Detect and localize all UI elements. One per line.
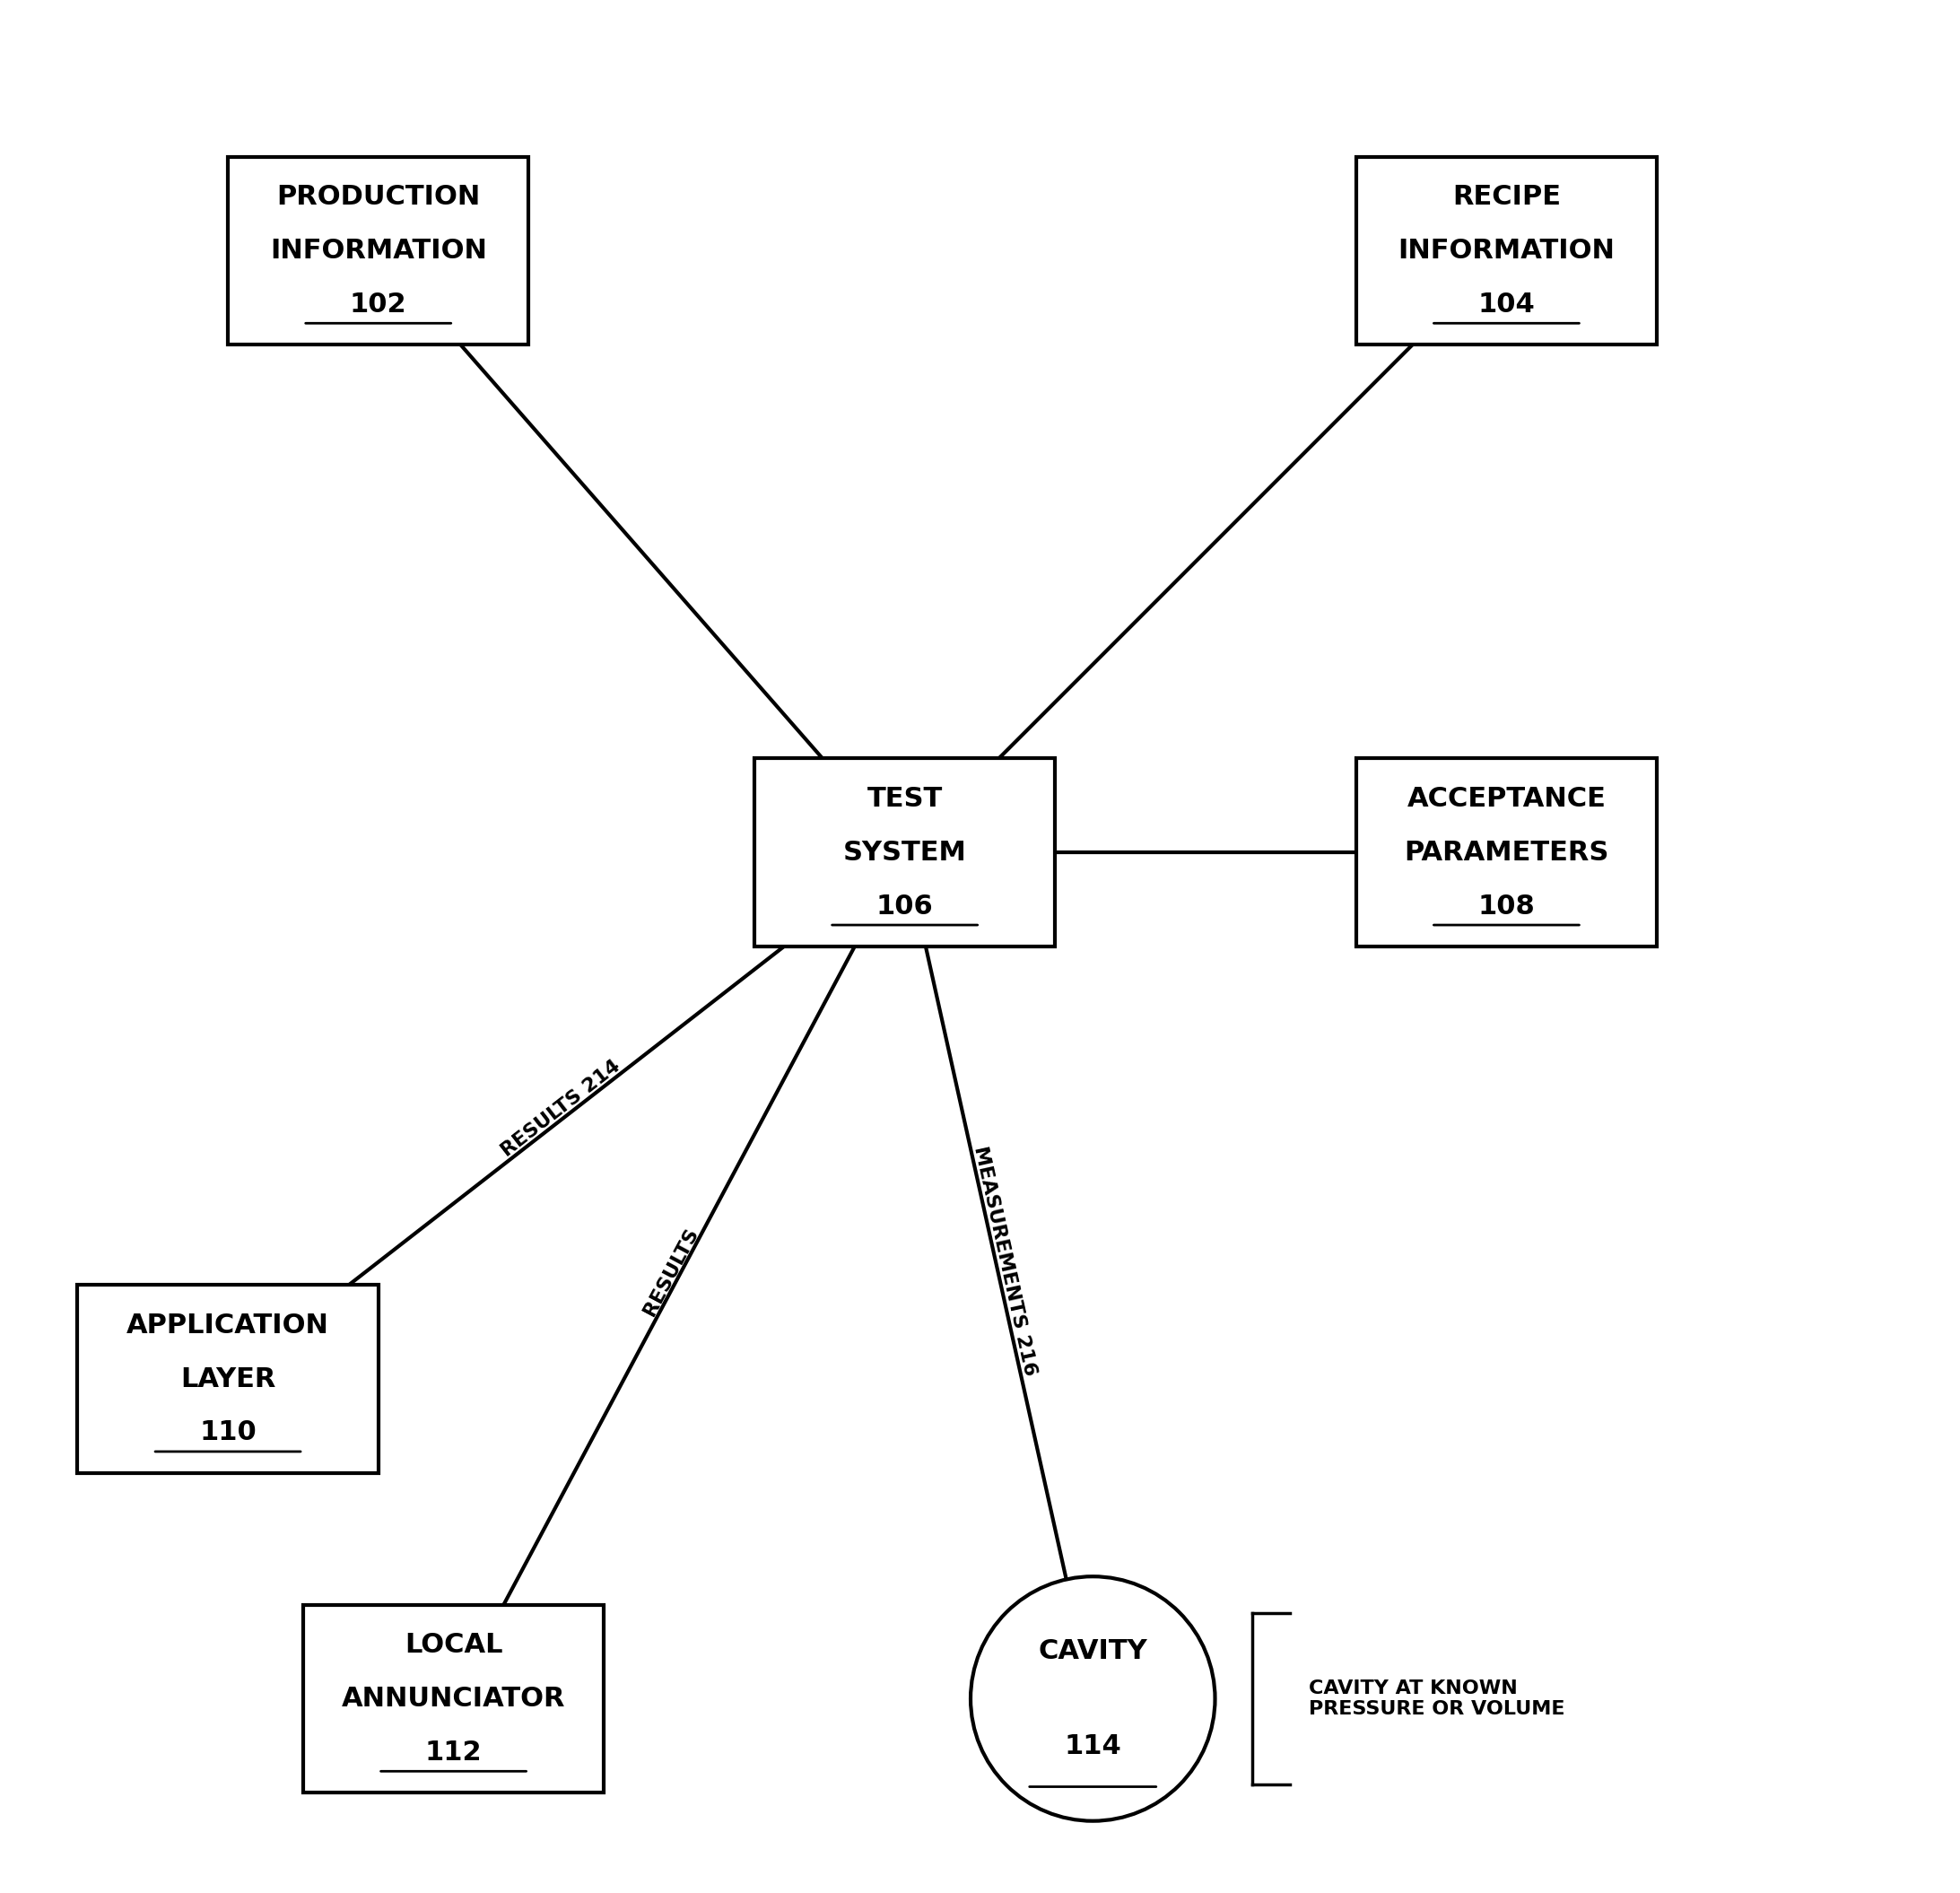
Text: MEASUREMENTS 216: MEASUREMENTS 216 bbox=[970, 1145, 1039, 1378]
Text: 110: 110 bbox=[200, 1420, 257, 1446]
Text: TEST: TEST bbox=[866, 786, 943, 812]
Text: 106: 106 bbox=[876, 893, 933, 920]
FancyBboxPatch shape bbox=[304, 1605, 604, 1793]
FancyBboxPatch shape bbox=[227, 157, 529, 345]
Text: INFORMATION: INFORMATION bbox=[270, 239, 486, 263]
Text: 102: 102 bbox=[349, 292, 408, 318]
FancyBboxPatch shape bbox=[78, 1285, 378, 1473]
FancyBboxPatch shape bbox=[1356, 157, 1656, 345]
Text: APPLICATION: APPLICATION bbox=[127, 1312, 329, 1338]
Text: 114: 114 bbox=[1064, 1734, 1121, 1759]
Text: LAYER: LAYER bbox=[180, 1367, 276, 1391]
Text: CAVITY: CAVITY bbox=[1039, 1637, 1147, 1664]
FancyBboxPatch shape bbox=[755, 759, 1054, 946]
Circle shape bbox=[970, 1577, 1215, 1821]
Text: PARAMETERS: PARAMETERS bbox=[1403, 839, 1609, 865]
Text: PRODUCTION: PRODUCTION bbox=[276, 184, 480, 210]
Text: ACCEPTANCE: ACCEPTANCE bbox=[1407, 786, 1605, 812]
Text: RESULTS 214: RESULTS 214 bbox=[498, 1056, 623, 1160]
Text: INFORMATION: INFORMATION bbox=[1397, 239, 1615, 263]
Text: 108: 108 bbox=[1478, 893, 1535, 920]
Text: 104: 104 bbox=[1478, 292, 1535, 318]
Text: 112: 112 bbox=[425, 1740, 482, 1766]
Text: RESULTS: RESULTS bbox=[641, 1225, 702, 1318]
Text: RECIPE: RECIPE bbox=[1452, 184, 1560, 210]
Text: ANNUNCIATOR: ANNUNCIATOR bbox=[341, 1685, 564, 1711]
FancyBboxPatch shape bbox=[1356, 759, 1656, 946]
Text: CAVITY AT KNOWN
PRESSURE OR VOLUME: CAVITY AT KNOWN PRESSURE OR VOLUME bbox=[1309, 1679, 1566, 1719]
Text: SYSTEM: SYSTEM bbox=[843, 839, 966, 865]
Text: LOCAL: LOCAL bbox=[404, 1632, 502, 1658]
